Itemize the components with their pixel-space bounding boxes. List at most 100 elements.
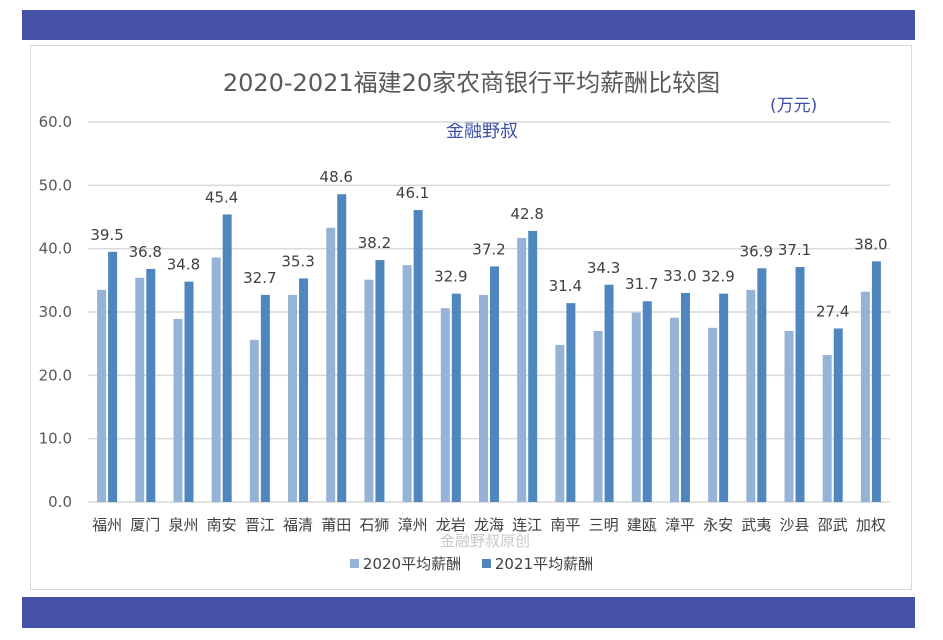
top-banner <box>22 10 915 40</box>
legend-label-2021: 2021平均薪酬 <box>494 555 594 573</box>
data-label: 42.8 <box>510 205 543 223</box>
y-tick-label: 40.0 <box>39 240 72 258</box>
bar-2021 <box>337 194 347 502</box>
legend-item-2020: 2020平均薪酬 <box>349 553 462 574</box>
x-tick-label: 三明 <box>589 516 619 534</box>
bar-2021 <box>222 214 232 502</box>
x-tick-label: 莆田 <box>321 516 351 534</box>
x-tick-label: 武夷 <box>741 516 771 534</box>
x-tick-label: 永安 <box>703 516 733 534</box>
watermark: 金融野叔原创 <box>440 532 531 550</box>
data-label: 31.4 <box>549 277 582 295</box>
bar-2021 <box>719 293 729 502</box>
bar-2020 <box>631 312 641 502</box>
chart-frame <box>30 45 912 590</box>
data-label: 46.1 <box>396 184 429 202</box>
bar-2021 <box>108 251 118 502</box>
bar-2020 <box>555 344 565 502</box>
y-tick-label: 0.0 <box>48 493 72 511</box>
y-tick-label: 50.0 <box>39 176 72 194</box>
data-label: 32.7 <box>243 269 276 287</box>
chart-subtitle: 金融野叔 <box>446 121 518 142</box>
bar-2020 <box>669 317 679 502</box>
data-label: 48.6 <box>320 168 353 186</box>
bar-2021 <box>833 328 843 502</box>
data-label: 37.1 <box>778 241 811 259</box>
bar-2021 <box>680 293 690 502</box>
x-tick-label: 福州 <box>92 516 122 534</box>
x-tick-label: 沙县 <box>780 516 810 534</box>
x-tick-label: 晋江 <box>245 516 275 534</box>
legend: 2020平均薪酬 2021平均薪酬 <box>0 553 943 574</box>
legend-swatch-2021 <box>481 559 491 568</box>
x-tick-label: 厦门 <box>130 516 160 534</box>
bar-2021 <box>413 210 423 503</box>
bar-2020 <box>822 355 832 502</box>
data-label: 38.2 <box>358 234 391 252</box>
x-tick-label: 连江 <box>512 516 542 534</box>
bar-2021 <box>184 281 194 502</box>
bar-2020 <box>364 279 374 502</box>
data-label: 45.4 <box>205 188 238 206</box>
x-tick-label: 石狮 <box>359 516 389 534</box>
bar-2020 <box>746 289 756 502</box>
bar-2021 <box>757 268 767 502</box>
bar-2020 <box>440 308 450 502</box>
x-tick-label: 建瓯 <box>627 516 657 534</box>
bar-2021 <box>795 267 805 502</box>
legend-item-2021: 2021平均薪酬 <box>481 553 594 574</box>
y-tick-label: 20.0 <box>39 366 72 384</box>
x-tick-label: 福清 <box>283 516 313 534</box>
bar-2020 <box>211 257 221 502</box>
bar-2020 <box>784 331 794 502</box>
bar-2021 <box>528 230 538 502</box>
data-label: 38.0 <box>854 235 887 253</box>
bar-2020 <box>135 277 145 502</box>
data-label: 33.0 <box>663 267 696 285</box>
x-tick-label: 加权 <box>856 516 886 534</box>
bar-2020 <box>402 265 412 502</box>
bar-2020 <box>593 331 603 502</box>
y-tick-label: 60.0 <box>39 113 72 131</box>
bar-2020 <box>249 339 259 502</box>
legend-label-2020: 2020平均薪酬 <box>362 555 462 573</box>
data-label: 36.8 <box>129 243 162 261</box>
x-tick-label: 南平 <box>550 516 580 534</box>
bar-2021 <box>490 266 499 502</box>
bar-2020 <box>479 294 488 502</box>
chart-title: 2020-2021福建20家农商银行平均薪酬比较图 <box>222 69 721 97</box>
y-tick-label: 30.0 <box>39 303 72 321</box>
bar-2020 <box>860 291 870 502</box>
bar-2020 <box>97 289 107 502</box>
data-label: 34.8 <box>167 256 200 274</box>
bar-2020 <box>326 227 336 502</box>
data-label: 39.5 <box>90 226 123 244</box>
x-tick-label: 南安 <box>207 516 237 534</box>
unit-label: (万元) <box>770 96 818 116</box>
x-tick-label: 泉州 <box>168 516 198 534</box>
data-label: 32.9 <box>701 268 734 286</box>
x-tick-label: 邵武 <box>818 516 848 534</box>
bar-2021 <box>604 284 614 502</box>
bar-2020 <box>288 294 298 502</box>
data-label: 36.9 <box>740 242 773 260</box>
bar-2021 <box>260 294 270 502</box>
legend-swatch-2020 <box>349 559 359 568</box>
bar-2020 <box>708 327 718 502</box>
data-label: 31.7 <box>625 275 658 293</box>
data-label: 37.2 <box>472 240 505 258</box>
bar-2021 <box>146 268 156 502</box>
bar-2021 <box>566 303 576 502</box>
bar-2021 <box>299 278 309 502</box>
bar-2021 <box>871 261 881 502</box>
bar-2021 <box>451 293 461 502</box>
bar-2020 <box>173 318 183 502</box>
x-tick-label: 漳州 <box>398 516 428 534</box>
data-label: 35.3 <box>281 252 314 270</box>
bar-2021 <box>642 301 652 502</box>
bar-2020 <box>517 237 527 502</box>
y-tick-label: 10.0 <box>39 430 72 448</box>
data-label: 34.3 <box>587 259 620 277</box>
data-label: 32.9 <box>434 268 467 286</box>
